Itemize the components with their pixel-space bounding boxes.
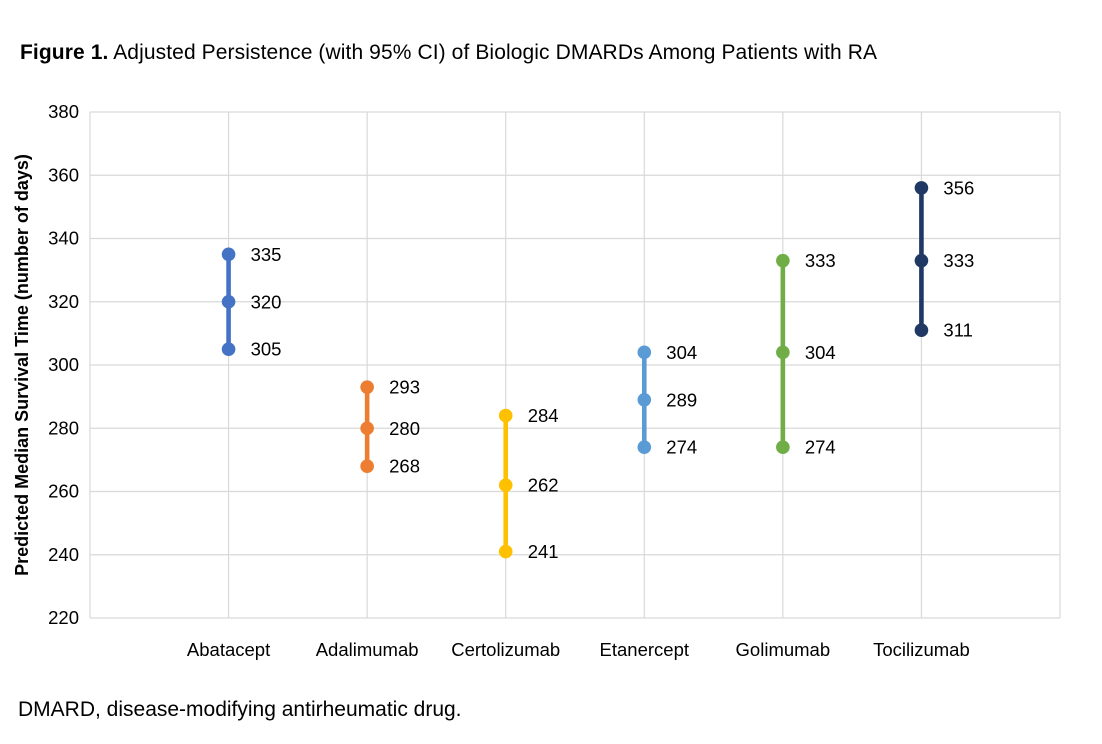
y-tick-label: 380 [48, 101, 79, 122]
data-point-value-label: 304 [666, 342, 697, 363]
data-point-marker [360, 421, 374, 436]
figure-title-text: Adjusted Persistence (with 95% CI) of Bi… [108, 41, 878, 64]
data-point-value-label: 333 [943, 250, 974, 271]
data-point-value-label: 335 [251, 244, 282, 265]
data-point-marker [498, 478, 513, 492]
data-point-value-label: 262 [528, 475, 559, 496]
data-point-value-label: 293 [389, 377, 420, 398]
data-point-value-label: 356 [943, 177, 974, 198]
x-category-label: Adalimumab [316, 639, 419, 660]
data-point-value-label: 305 [251, 339, 282, 360]
data-point-marker [776, 253, 790, 268]
persistence-chart: 220 240 260 280 300 320 340 360 380 Predicted Med… [12, 101, 1061, 660]
data-point-marker [221, 247, 236, 262]
x-category-label: Abatacept [187, 639, 270, 660]
data-point-marker [360, 380, 374, 394]
data-point-marker [637, 345, 652, 360]
data-point-marker [498, 408, 513, 423]
y-tick-label: 320 [48, 291, 79, 312]
data-point-marker [221, 294, 236, 309]
data-point-value-label: 304 [805, 342, 836, 363]
y-tick-label: 220 [48, 607, 79, 628]
data-point-value-label: 311 [943, 320, 973, 341]
data-point-value-label: 274 [805, 437, 836, 458]
data-point-marker [221, 342, 236, 356]
figure-title: Figure 1. Adjusted Persistence (with 95%… [20, 41, 877, 65]
data-point-value-label: 241 [528, 541, 559, 562]
data-point-marker [914, 253, 929, 268]
x-category-label: Etanercept [600, 639, 689, 660]
y-tick-label: 340 [48, 228, 79, 249]
data-point-value-label: 284 [528, 405, 559, 426]
data-point-marker [637, 392, 652, 407]
data-point-value-label: 333 [805, 250, 836, 271]
figure-title-prefix: Figure 1. [20, 41, 109, 64]
y-axis-title: Predicted Median Survival Time (number o… [12, 154, 32, 576]
data-point-value-label: 289 [666, 389, 697, 410]
y-tick-label: 300 [48, 354, 79, 375]
data-point-value-label: 320 [251, 291, 282, 312]
data-point-marker [776, 440, 790, 455]
data-point-marker [360, 459, 374, 474]
x-category-label: Golimumab [736, 639, 831, 660]
x-category-label: Certolizumab [451, 639, 560, 660]
y-tick-label: 280 [48, 417, 79, 438]
data-point-marker [776, 345, 790, 360]
y-tick-label: 360 [48, 164, 79, 185]
data-point-marker [637, 440, 652, 455]
data-point-value-label: 268 [389, 456, 420, 477]
footnote: DMARD, disease-modifying antirheumatic d… [18, 698, 462, 721]
data-point-marker [914, 323, 929, 338]
y-tick-label: 260 [48, 481, 79, 502]
x-category-label: Tocilizumab [873, 639, 970, 660]
data-point-marker [914, 181, 929, 195]
data-point-value-label: 280 [389, 418, 420, 439]
y-tick-label: 240 [48, 544, 79, 565]
data-point-value-label: 274 [666, 437, 697, 458]
data-point-marker [498, 544, 513, 559]
